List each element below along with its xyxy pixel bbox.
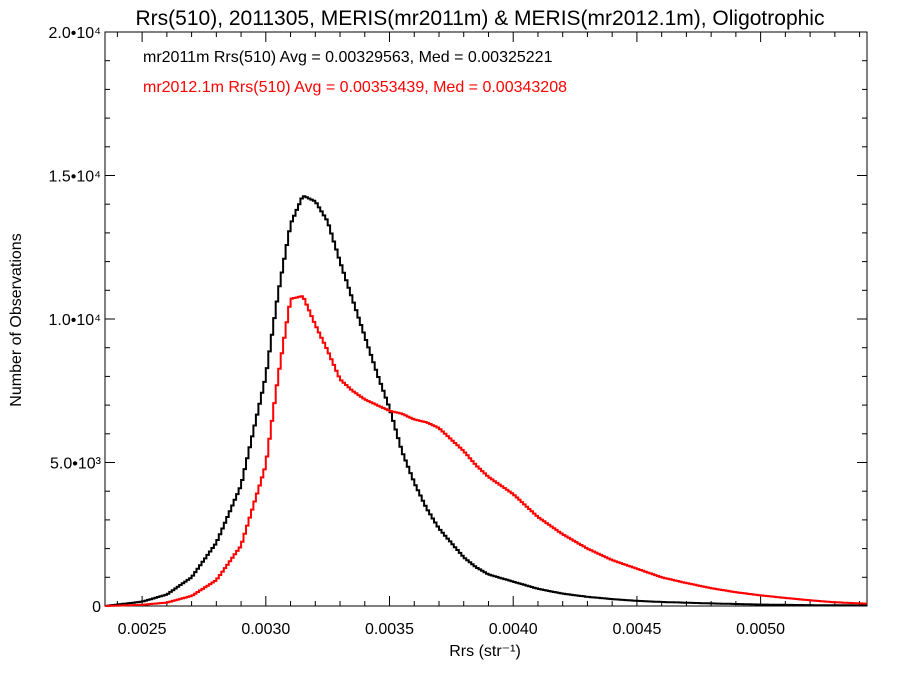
x-tick-label: 0.0025 [118, 621, 167, 638]
y-axis-label: Number of Observations [8, 233, 25, 406]
x-tick-label: 0.0040 [489, 621, 538, 638]
y-tick-label: 5.0•10³ [50, 456, 102, 473]
plot-area: 0 5.0•10³ 1.0•10⁴ 1.5•10⁴ 2.0•10⁴ 0.0025 0.003… [48, 25, 868, 638]
x-axis-label: Rrs (str⁻¹) [449, 643, 521, 660]
x-tick-label: 0.0050 [736, 621, 785, 638]
series-annotation-1: mr2011m Rrs(510) Avg = 0.00329563, Med =… [143, 49, 553, 66]
y-tick-label: 2.0•10⁴ [48, 25, 101, 42]
series-annotation-2: mr2012.1m Rrs(510) Avg = 0.00353439, Med… [143, 79, 567, 96]
y-tick-label: 1.5•10⁴ [48, 169, 101, 186]
plot-frame [104, 31, 868, 607]
x-tick-label: 0.0030 [241, 621, 290, 638]
series-line-2 [105, 295, 867, 607]
chart-title: Rrs(510), 2011305, MERIS(mr2011m) & MERI… [136, 7, 825, 30]
series-line-1 [105, 195, 867, 607]
x-tick-label: 0.0045 [612, 621, 661, 638]
y-tick-label: 0 [92, 599, 101, 616]
y-tick-label: 1.0•10⁴ [48, 312, 101, 329]
x-tick-label: 0.0035 [365, 621, 414, 638]
